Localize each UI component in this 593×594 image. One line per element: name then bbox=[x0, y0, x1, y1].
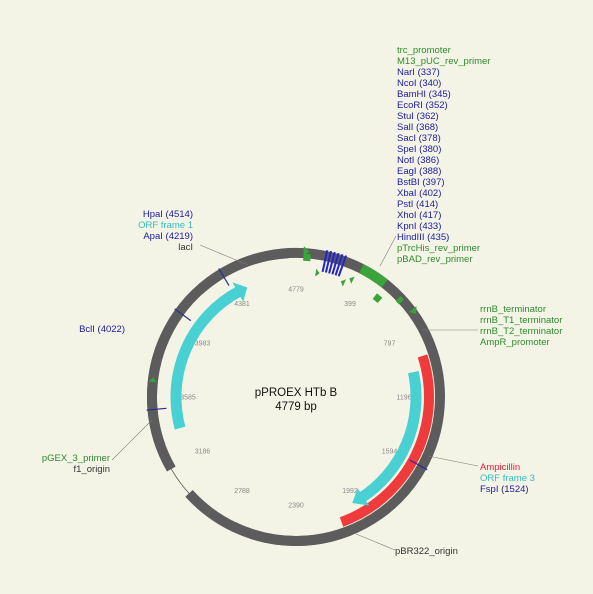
feature-label: ORF frame 1 bbox=[138, 220, 193, 231]
ruler-tick-label: 3983 bbox=[195, 341, 211, 348]
pgex3-primer-arrow bbox=[148, 377, 157, 383]
orf-frame1-arc bbox=[170, 286, 243, 430]
rrnb-t1-terminator-arc bbox=[372, 293, 383, 304]
rrnb-t2-terminator-arc bbox=[395, 295, 405, 305]
feature-label: pBAD_rev_primer bbox=[397, 254, 473, 265]
plasmid-name: pPROEX HTb B bbox=[255, 387, 338, 399]
pbr322-origin-arc bbox=[249, 525, 352, 547]
feature-label: pBR322_origin bbox=[395, 546, 458, 557]
feature-label: pTrcHis_rev_primer bbox=[397, 243, 480, 254]
feature-label: XhoI (417) bbox=[397, 210, 441, 221]
ptrchis-rev-primer-arrow bbox=[340, 279, 346, 287]
orf-frame3-arrowhead bbox=[352, 488, 370, 506]
feature-label: BclI (4022) bbox=[79, 324, 125, 335]
feature-label: AmpR_promoter bbox=[480, 337, 550, 348]
primer-arrow bbox=[315, 268, 320, 277]
origin-leader bbox=[355, 533, 396, 551]
orf-frame3-arc bbox=[356, 370, 422, 504]
feature-label: HpaI (4514) bbox=[143, 209, 193, 220]
mcs-site-line bbox=[337, 255, 348, 277]
feature-label: lacI bbox=[178, 242, 193, 253]
feature-label: XbaI (402) bbox=[397, 188, 441, 199]
feature-label: StuI (362) bbox=[397, 111, 439, 122]
feature-label: SalI (368) bbox=[397, 122, 438, 133]
ruler-tick-label: 2390 bbox=[288, 503, 304, 510]
ruler-ticks: 399 797 1196 1594 1992 2390 2788 3186 3585 3983 43… bbox=[180, 287, 411, 510]
ruler-tick-label: 4779 bbox=[288, 287, 304, 294]
feature-label: NotI (386) bbox=[397, 155, 439, 166]
feature-label: M13_pUC_rev_primer bbox=[397, 56, 490, 67]
ruler-tick-label: 4381 bbox=[234, 301, 250, 308]
rrnb-terminator-arc bbox=[359, 264, 388, 288]
feature-label: rrnB_terminator bbox=[480, 304, 546, 315]
feature-label: trc_promoter bbox=[397, 45, 451, 56]
feature-label: pGEX_3_primer bbox=[42, 453, 110, 464]
trc-promoter-arrow bbox=[303, 246, 310, 257]
ruler-tick-label: 3585 bbox=[180, 395, 196, 402]
bcli-site-tick bbox=[146, 407, 167, 411]
feature-label: FspI (1524) bbox=[480, 484, 529, 495]
fspi-site-tick bbox=[409, 459, 428, 471]
feature-label: SacI (378) bbox=[397, 133, 441, 144]
feature-label: f1_origin bbox=[74, 464, 110, 475]
label-leader-lines bbox=[111, 235, 479, 551]
ruler-tick-label: 3186 bbox=[195, 449, 211, 456]
top-left-leader bbox=[199, 244, 249, 266]
ruler-tick-label: 797 bbox=[384, 341, 396, 348]
feature-label: PstI (414) bbox=[397, 199, 438, 210]
mcs-site-line bbox=[328, 251, 336, 274]
feature-label: EagI (388) bbox=[397, 166, 441, 177]
ruler-tick-label: 1196 bbox=[396, 395, 411, 402]
apai-site-tick bbox=[174, 308, 192, 322]
feature-arcs bbox=[147, 247, 445, 547]
mcs-site-line bbox=[334, 253, 344, 276]
pbad-rev-primer-arrow bbox=[349, 276, 355, 284]
mcs-site-line bbox=[331, 252, 340, 275]
feature-label: BamHI (345) bbox=[397, 89, 451, 100]
ruler-tick-label: 2788 bbox=[234, 488, 250, 495]
left-lower-leader bbox=[111, 419, 153, 461]
feature-label: BstBI (397) bbox=[397, 177, 445, 188]
ampr-promoter-arrow bbox=[408, 306, 417, 314]
small-features bbox=[148, 246, 417, 383]
m13-primer-arc bbox=[303, 253, 311, 262]
mcs-site-line bbox=[321, 250, 329, 273]
ruler-tick-label: 1992 bbox=[342, 488, 358, 495]
restriction-sites bbox=[146, 250, 428, 471]
feature-label: rrnB_T1_terminator bbox=[480, 315, 562, 326]
orf-frame1-arrowhead bbox=[232, 282, 248, 302]
feature-label: Ampicillin bbox=[480, 462, 520, 473]
feature-label: EcoRI (352) bbox=[397, 100, 448, 111]
ampicillin-leader bbox=[427, 455, 479, 467]
f1-origin-arc bbox=[185, 489, 213, 516]
feature-label: rrnB_T2_terminator bbox=[480, 326, 562, 337]
hpai-site-tick bbox=[218, 268, 230, 286]
mcs-site-line bbox=[324, 250, 332, 273]
feature-label: SpeI (380) bbox=[397, 144, 441, 155]
feature-label: HindIII (435) bbox=[397, 232, 449, 243]
ruler-tick-label: 399 bbox=[344, 301, 356, 308]
grey-feature-arc bbox=[206, 507, 238, 533]
feature-label: ApaI (4219) bbox=[143, 231, 193, 242]
ruler-tick-label: 1594 bbox=[382, 449, 398, 456]
feature-label: KpnI (433) bbox=[397, 221, 441, 232]
grey-feature-arc bbox=[147, 247, 445, 546]
feature-label: ORF frame 3 bbox=[480, 473, 535, 484]
feature-label: NcoI (340) bbox=[397, 78, 441, 89]
top-right-leader bbox=[379, 235, 397, 267]
plasmid-length: 4779 bp bbox=[275, 401, 317, 413]
ampicillin-arc bbox=[339, 354, 434, 527]
feature-label: NarI (337) bbox=[397, 67, 440, 78]
